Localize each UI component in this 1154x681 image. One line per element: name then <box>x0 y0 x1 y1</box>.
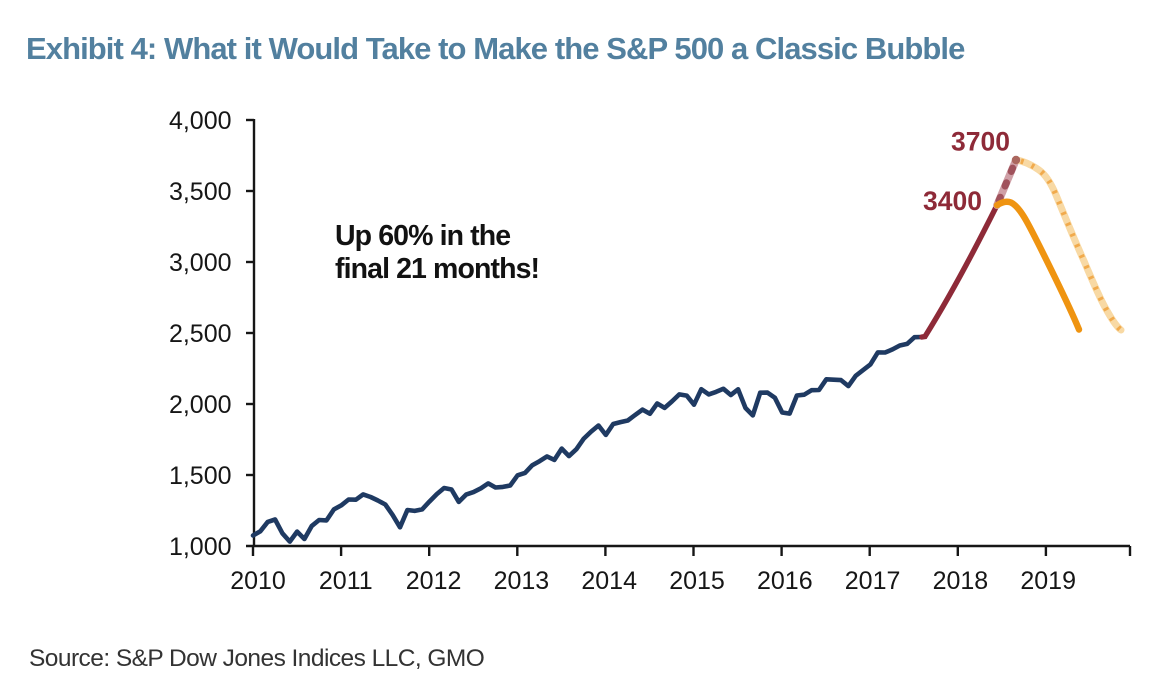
svg-text:2,500: 2,500 <box>169 320 232 348</box>
svg-text:1,000: 1,000 <box>169 533 232 561</box>
svg-text:2016: 2016 <box>757 567 813 595</box>
svg-text:2018: 2018 <box>933 567 989 595</box>
svg-text:2015: 2015 <box>669 567 725 595</box>
svg-text:1,500: 1,500 <box>169 462 232 490</box>
svg-text:3700: 3700 <box>951 127 1010 157</box>
svg-text:2,000: 2,000 <box>169 391 232 419</box>
svg-text:Up 60% in the: Up 60% in the <box>335 220 510 252</box>
svg-text:3400: 3400 <box>923 186 982 216</box>
svg-text:2017: 2017 <box>845 567 901 595</box>
svg-text:2014: 2014 <box>581 567 637 595</box>
svg-text:2012: 2012 <box>406 567 462 595</box>
svg-text:2013: 2013 <box>494 567 550 595</box>
svg-text:2019: 2019 <box>1020 567 1076 595</box>
svg-text:final 21 months!: final 21 months! <box>335 253 539 285</box>
svg-text:2011: 2011 <box>319 567 373 595</box>
svg-text:2010: 2010 <box>230 567 286 595</box>
svg-text:4,000: 4,000 <box>169 107 232 135</box>
svg-text:3,500: 3,500 <box>169 178 232 206</box>
svg-text:3,000: 3,000 <box>169 249 232 277</box>
